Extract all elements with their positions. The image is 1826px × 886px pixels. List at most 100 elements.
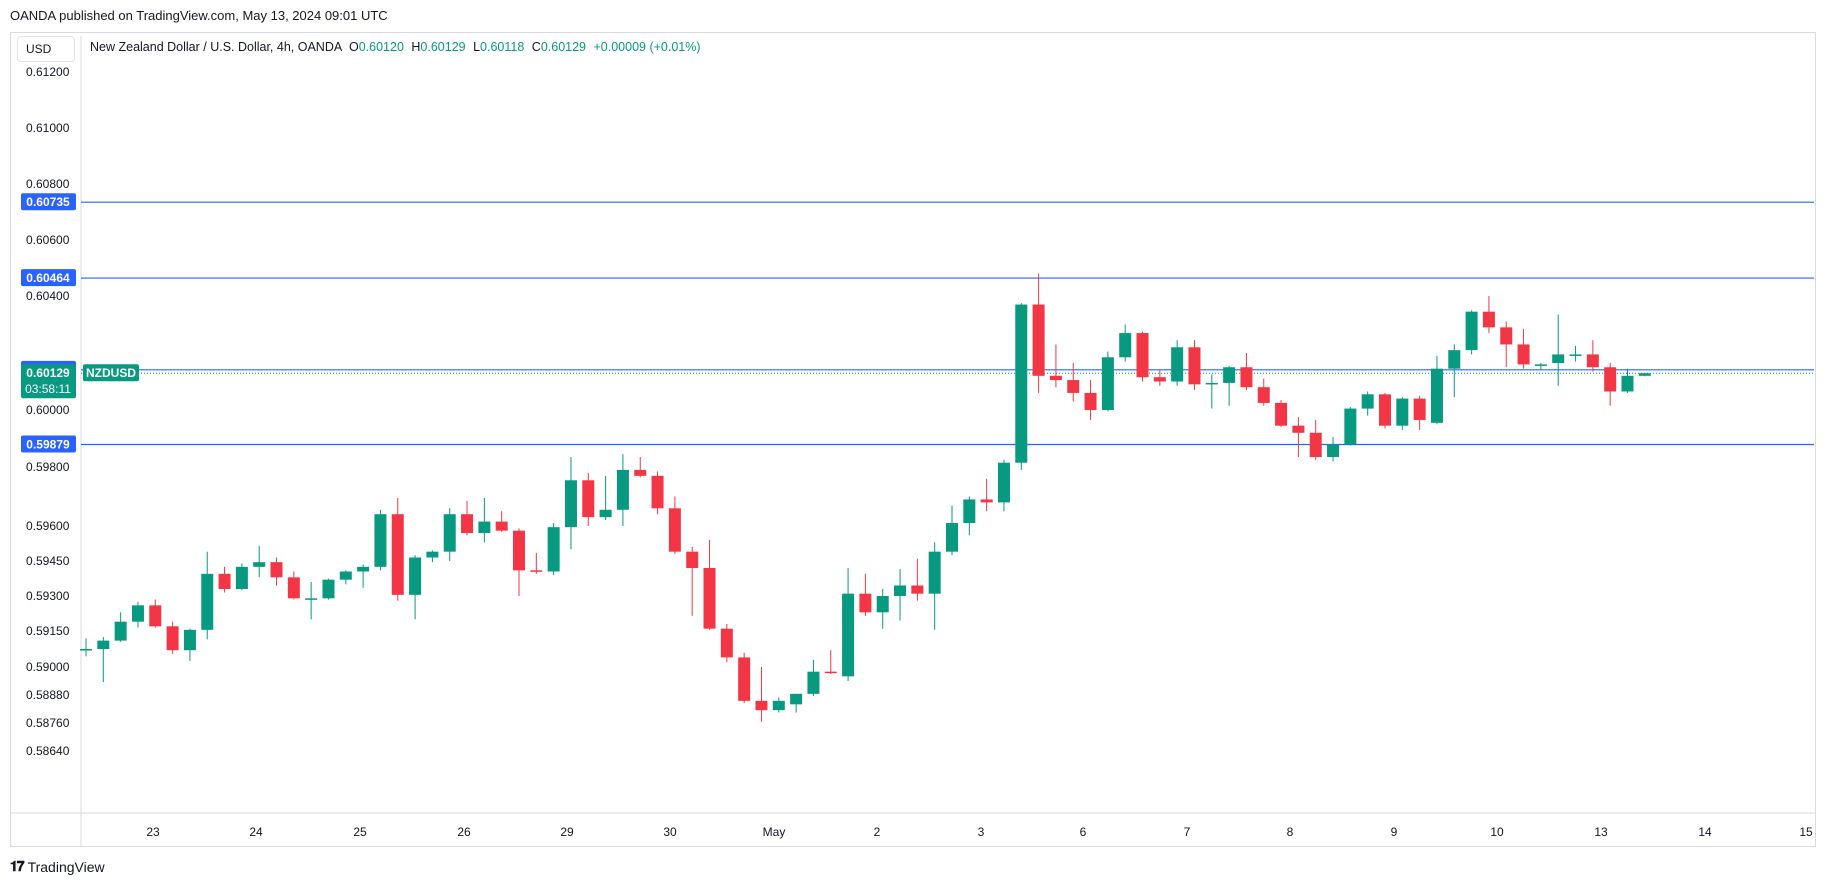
candle — [1067, 362, 1080, 402]
candle — [97, 637, 110, 683]
time-tick-label: 25 — [353, 825, 367, 839]
candle-body — [547, 527, 560, 572]
candle — [1240, 353, 1253, 391]
candle — [495, 511, 508, 532]
chart-legend: New Zealand Dollar / U.S. Dollar, 4h, OA… — [90, 40, 701, 54]
candle — [513, 528, 525, 596]
candle — [772, 697, 785, 713]
legend-low-label: L — [473, 40, 481, 54]
candle — [1569, 345, 1582, 362]
candle — [1015, 303, 1028, 470]
candle-body — [1067, 380, 1080, 393]
candle — [997, 459, 1010, 512]
tradingview-footer[interactable]: 𝟏𝟕 TradingView — [10, 858, 105, 875]
candle-body — [668, 508, 681, 552]
candle-body — [1396, 398, 1409, 426]
candle-body — [824, 671, 837, 674]
candle-body — [166, 626, 179, 651]
candle-body — [1534, 364, 1547, 366]
legend-close-label: C — [531, 40, 541, 54]
time-tick-label: 3 — [978, 825, 985, 839]
candle-body — [1638, 373, 1651, 376]
legend-open-value: 0.60120 — [358, 40, 404, 54]
candle-body — [634, 469, 647, 476]
candle-body — [1361, 394, 1374, 409]
time-tick-label: 8 — [1287, 825, 1294, 839]
price-tick-label: 0.60600 — [26, 233, 70, 247]
candle — [1344, 407, 1357, 446]
candle — [686, 547, 699, 616]
candle-body — [963, 499, 976, 524]
symbol-tag-label: NZDUSD — [86, 366, 136, 380]
candle — [1638, 373, 1651, 377]
candle-body — [149, 605, 162, 627]
candle-body — [426, 551, 439, 558]
candle-body — [495, 521, 508, 531]
time-tick-label: 14 — [1698, 825, 1712, 839]
candle — [443, 508, 456, 561]
candle — [1586, 340, 1599, 372]
candle — [599, 475, 612, 521]
candle — [391, 497, 404, 601]
candle-body — [1240, 367, 1253, 388]
price-tick-label: 0.60400 — [26, 289, 70, 303]
candle-body — [1084, 392, 1097, 410]
candle — [1517, 328, 1530, 369]
candle-body — [582, 480, 595, 518]
candle-body — [374, 514, 387, 567]
candle — [1136, 331, 1149, 382]
candle — [1552, 314, 1565, 386]
price-level-tag — [21, 435, 76, 453]
candle-body — [1604, 367, 1617, 392]
price-tick-label: 0.58760 — [26, 716, 70, 730]
candle — [287, 571, 300, 600]
candle — [1396, 397, 1409, 430]
candle — [1049, 344, 1062, 388]
time-tick-label: 7 — [1184, 825, 1191, 839]
candle-body — [478, 521, 491, 533]
candle-body — [235, 566, 248, 589]
candle-body — [1379, 394, 1391, 426]
candle — [114, 612, 127, 642]
price-tick-label: 0.59600 — [26, 519, 70, 533]
candle — [738, 652, 751, 704]
candle-body — [97, 640, 110, 649]
price-tick-label: 0.59300 — [26, 589, 70, 603]
time-tick-label: 13 — [1594, 825, 1608, 839]
candle-body — [1413, 398, 1426, 420]
candle-body — [616, 469, 629, 510]
time-tick-label: 6 — [1080, 825, 1087, 839]
time-tick-label: 24 — [249, 825, 263, 839]
price-level-tag — [21, 269, 76, 287]
candle-body — [1015, 304, 1028, 463]
candle-body — [790, 693, 803, 705]
currency-button[interactable]: USD — [17, 36, 75, 62]
time-tick-label: 23 — [146, 825, 160, 839]
candle-body — [686, 551, 699, 568]
candle-body — [1430, 368, 1443, 423]
candle — [1292, 417, 1305, 458]
price-tick-label: 0.60000 — [26, 403, 70, 417]
candle — [305, 582, 318, 620]
tradingview-logo-icon: 𝟏𝟕 — [10, 858, 25, 874]
candle-body — [807, 671, 820, 694]
candle — [876, 589, 889, 629]
time-tick-label: 26 — [457, 825, 471, 839]
current-price-label: 0.60129 — [26, 366, 70, 380]
candle-body — [911, 585, 924, 594]
legend-high-value: 0.60129 — [420, 40, 466, 54]
candle — [1171, 340, 1184, 386]
time-tick-label: 9 — [1391, 825, 1398, 839]
legend-instrument: New Zealand Dollar / U.S. Dollar, 4h, OA… — [90, 40, 342, 54]
candle — [807, 659, 820, 697]
candle-body — [1482, 311, 1495, 328]
price-tick-label: 0.58640 — [26, 744, 70, 758]
candle — [616, 454, 629, 526]
candle — [1275, 400, 1288, 428]
candle — [1413, 395, 1426, 430]
candle-body — [842, 593, 855, 677]
current-price-tag — [21, 364, 76, 399]
candle — [461, 500, 474, 536]
candle-body — [1500, 327, 1513, 345]
